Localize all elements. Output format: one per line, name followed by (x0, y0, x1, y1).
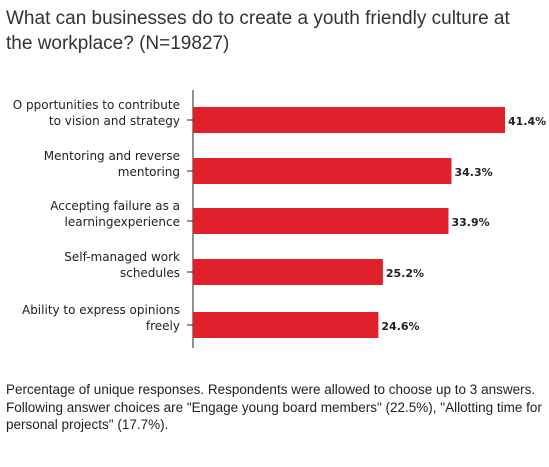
category-label: schedules (120, 266, 180, 280)
bar (193, 107, 505, 133)
data-label: 41.4% (508, 115, 546, 128)
category-label: Ability to express opinions (22, 303, 180, 317)
category-label: freely (146, 319, 180, 333)
category-label: Self-managed work (64, 250, 180, 264)
data-label: 25.2% (386, 267, 424, 280)
bar-chart: 41.4% O pportunities to contribute to visi… (13, 90, 546, 348)
data-label: 24.6% (381, 320, 419, 333)
bar (193, 259, 383, 285)
category-label: Mentoring and reverse (44, 149, 180, 163)
category-label: to vision and strategy (49, 114, 180, 128)
chart-title: What can businesses do to create a youth… (6, 8, 510, 54)
category-label: mentoring (118, 165, 180, 179)
data-label: 34.3% (454, 166, 492, 179)
bar (193, 208, 449, 234)
category-label: learningexperience (65, 215, 180, 229)
category-label: Accepting failure as a (50, 199, 180, 213)
category-label: O pportunities to contribute (13, 98, 180, 112)
data-label: 33.9% (451, 216, 489, 229)
bar (193, 158, 452, 184)
bar (193, 312, 379, 338)
footnote: Percentage of unique responses. Responde… (6, 382, 542, 432)
